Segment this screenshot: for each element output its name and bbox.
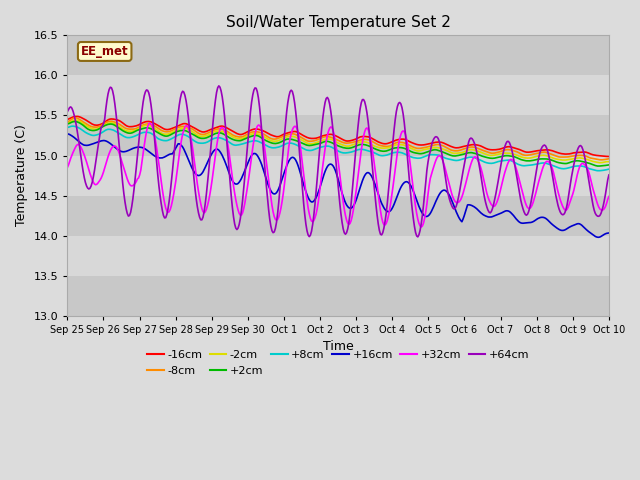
+64cm	[605, 172, 612, 178]
Bar	[67, 195, 609, 236]
-2cm	[394, 142, 401, 147]
-2cm	[293, 135, 301, 141]
+2cm	[463, 150, 470, 156]
-8cm	[394, 140, 401, 145]
+8cm	[463, 155, 470, 161]
+8cm	[595, 168, 602, 174]
-2cm	[605, 159, 612, 165]
Line: -16cm: -16cm	[67, 117, 609, 156]
+64cm	[215, 83, 223, 89]
-8cm	[556, 154, 564, 160]
+64cm	[464, 144, 472, 150]
+2cm	[394, 145, 401, 151]
+32cm	[557, 200, 565, 206]
Line: -2cm: -2cm	[67, 120, 609, 163]
-8cm	[293, 132, 301, 138]
+64cm	[293, 120, 301, 125]
-16cm	[605, 154, 612, 159]
Line: -8cm: -8cm	[67, 118, 609, 160]
+16cm	[556, 227, 563, 232]
Text: EE_met: EE_met	[81, 45, 129, 58]
+16cm	[461, 209, 469, 215]
+2cm	[595, 163, 602, 169]
-8cm	[598, 157, 606, 163]
Bar	[67, 236, 609, 276]
+8cm	[367, 149, 375, 155]
+8cm	[63, 124, 71, 130]
+2cm	[556, 160, 564, 166]
+2cm	[63, 121, 71, 127]
-16cm	[233, 131, 241, 136]
Bar	[67, 75, 609, 116]
-2cm	[72, 117, 79, 123]
+64cm	[367, 154, 375, 159]
+2cm	[605, 162, 612, 168]
-2cm	[367, 142, 375, 147]
+16cm	[605, 230, 612, 236]
Legend: -16cm, -8cm, -2cm, +2cm, +8cm, +16cm, +32cm, +64cm: -16cm, -8cm, -2cm, +2cm, +8cm, +16cm, +3…	[143, 346, 534, 380]
+2cm	[367, 144, 375, 150]
+32cm	[417, 224, 425, 230]
+8cm	[69, 123, 77, 129]
-8cm	[605, 156, 612, 162]
+64cm	[63, 109, 71, 115]
-16cm	[74, 114, 81, 120]
-8cm	[63, 119, 71, 125]
Line: +16cm: +16cm	[67, 134, 609, 237]
+8cm	[556, 166, 564, 171]
Line: +2cm: +2cm	[67, 121, 609, 166]
Title: Soil/Water Temperature Set 2: Soil/Water Temperature Set 2	[226, 15, 451, 30]
Line: +64cm: +64cm	[67, 86, 609, 237]
+64cm	[233, 227, 241, 232]
-16cm	[556, 151, 564, 156]
-8cm	[72, 115, 79, 120]
Line: +8cm: +8cm	[67, 126, 609, 171]
Y-axis label: Temperature (C): Temperature (C)	[15, 125, 28, 227]
+8cm	[233, 142, 241, 148]
+32cm	[146, 120, 154, 126]
+16cm	[392, 195, 400, 201]
+32cm	[233, 203, 241, 208]
-16cm	[463, 143, 470, 149]
+8cm	[293, 142, 301, 148]
+8cm	[394, 149, 401, 155]
-8cm	[367, 138, 375, 144]
+64cm	[557, 211, 565, 217]
+32cm	[293, 125, 301, 131]
-16cm	[63, 116, 71, 122]
+8cm	[605, 166, 612, 172]
-8cm	[463, 145, 470, 151]
+16cm	[232, 181, 239, 187]
+16cm	[63, 131, 71, 137]
+16cm	[367, 171, 374, 177]
+32cm	[464, 173, 472, 179]
Line: +32cm: +32cm	[67, 123, 609, 227]
-8cm	[233, 134, 241, 140]
Bar	[67, 116, 609, 156]
+2cm	[293, 138, 301, 144]
+64cm	[414, 234, 422, 240]
-2cm	[556, 157, 564, 163]
-2cm	[463, 148, 470, 154]
-16cm	[367, 135, 375, 141]
-2cm	[233, 135, 241, 141]
-16cm	[394, 137, 401, 143]
+64cm	[394, 103, 401, 109]
+16cm	[292, 157, 300, 163]
+2cm	[233, 138, 241, 144]
+2cm	[72, 119, 79, 124]
+32cm	[63, 165, 71, 170]
Bar	[67, 36, 609, 75]
+32cm	[605, 193, 612, 199]
X-axis label: Time: Time	[323, 340, 353, 353]
+32cm	[394, 149, 401, 155]
Bar	[67, 276, 609, 316]
-16cm	[293, 129, 301, 135]
-2cm	[596, 160, 604, 166]
+32cm	[367, 142, 375, 147]
+16cm	[595, 234, 602, 240]
-2cm	[63, 120, 71, 126]
Bar	[67, 156, 609, 195]
